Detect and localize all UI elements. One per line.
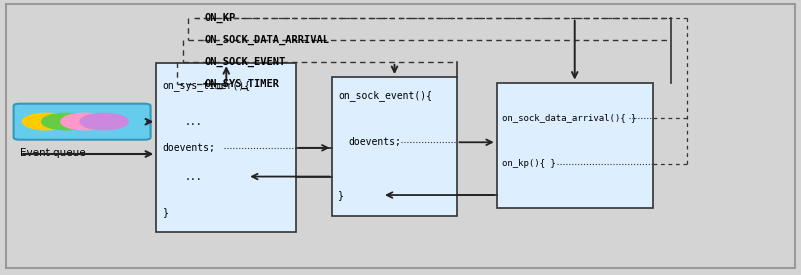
Text: on_sock_event(){: on_sock_event(){ <box>338 90 432 100</box>
FancyBboxPatch shape <box>332 77 457 216</box>
Circle shape <box>22 113 70 130</box>
Text: ...: ... <box>184 117 202 127</box>
Circle shape <box>42 113 90 130</box>
Text: Event queue: Event queue <box>20 148 86 158</box>
Text: ON_SYS_TIMER: ON_SYS_TIMER <box>204 79 280 89</box>
Text: doevents;: doevents; <box>163 143 215 153</box>
Circle shape <box>61 113 109 130</box>
Text: on_kp(){ }: on_kp(){ } <box>502 159 556 168</box>
Text: ON_KP: ON_KP <box>204 13 235 23</box>
Circle shape <box>80 113 128 130</box>
Text: ON_SOCK_EVENT: ON_SOCK_EVENT <box>204 57 285 67</box>
Text: ...: ... <box>184 172 202 182</box>
Text: ON_SOCK_DATA_ARRIVAL: ON_SOCK_DATA_ARRIVAL <box>204 35 329 45</box>
Text: }: } <box>163 207 168 217</box>
Text: on_sys_timer(){: on_sys_timer(){ <box>163 80 251 91</box>
Text: doevents;: doevents; <box>348 137 401 147</box>
Text: }: } <box>338 190 344 200</box>
Text: on_sock_data_arrival(){ }: on_sock_data_arrival(){ } <box>502 113 637 122</box>
FancyBboxPatch shape <box>14 104 151 140</box>
FancyBboxPatch shape <box>497 82 653 208</box>
FancyBboxPatch shape <box>156 63 296 232</box>
